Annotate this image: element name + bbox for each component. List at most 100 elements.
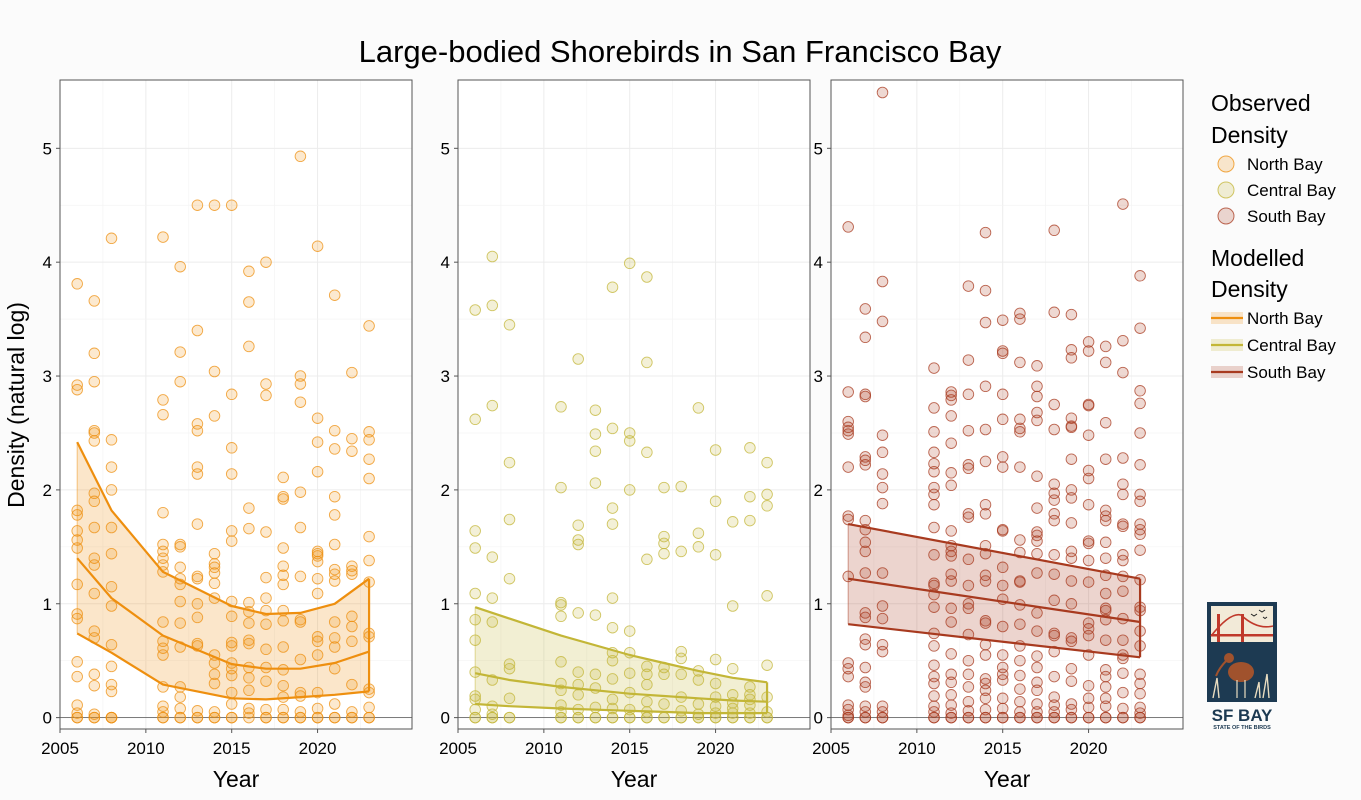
observed-point bbox=[243, 617, 255, 629]
observed-point bbox=[1082, 576, 1095, 588]
observed-point bbox=[589, 701, 602, 714]
observed-point bbox=[88, 487, 101, 500]
logo-bridge-deck bbox=[1211, 634, 1273, 637]
observed-point bbox=[761, 488, 773, 501]
observed-points bbox=[469, 250, 773, 724]
observed-point bbox=[1065, 703, 1078, 716]
observed-point bbox=[606, 654, 619, 667]
observed-point bbox=[1048, 398, 1060, 411]
observed-point bbox=[876, 275, 889, 288]
observed-point bbox=[859, 711, 872, 724]
observed-point bbox=[876, 612, 889, 625]
observed-point bbox=[486, 250, 499, 263]
observed-point bbox=[260, 378, 272, 390]
observed-point bbox=[71, 379, 83, 391]
observed-point bbox=[105, 547, 118, 560]
observed-point bbox=[105, 638, 118, 651]
observed-point bbox=[744, 681, 756, 693]
observed-point bbox=[1048, 549, 1060, 561]
observed-point bbox=[842, 424, 854, 437]
observed-point bbox=[260, 675, 272, 687]
observed-point bbox=[191, 518, 204, 530]
observed-point bbox=[876, 497, 889, 510]
observed-point bbox=[346, 445, 358, 457]
observed-point bbox=[1082, 537, 1095, 550]
observed-point bbox=[174, 617, 186, 629]
observed-point bbox=[191, 468, 204, 480]
observed-point bbox=[328, 641, 341, 653]
observed-point bbox=[1099, 510, 1112, 522]
observed-point bbox=[1099, 700, 1112, 712]
observed-point bbox=[260, 643, 272, 656]
x-tick-label: 2005 bbox=[41, 739, 79, 758]
observed-point bbox=[294, 378, 307, 390]
observed-point bbox=[311, 635, 324, 648]
observed-point bbox=[503, 456, 516, 469]
observed-point bbox=[996, 388, 1009, 401]
observed-point bbox=[1134, 523, 1146, 536]
y-tick-label: 1 bbox=[441, 595, 450, 614]
observed-point bbox=[486, 616, 499, 628]
sf-bay-logo: SF BAY STATE OF THE BIRDS bbox=[1207, 602, 1277, 731]
observed-point bbox=[191, 711, 204, 724]
observed-point bbox=[1014, 683, 1026, 695]
observed-point bbox=[469, 587, 481, 600]
observed-point bbox=[469, 711, 481, 724]
observed-point bbox=[363, 434, 375, 446]
observed-point bbox=[294, 150, 307, 163]
observed-point bbox=[328, 711, 341, 724]
observed-point bbox=[1082, 554, 1095, 567]
observed-point bbox=[962, 695, 975, 708]
observed-point bbox=[346, 366, 358, 379]
observed-point bbox=[606, 502, 619, 514]
observed-point bbox=[328, 490, 341, 503]
observed-point bbox=[243, 711, 255, 724]
observed-point bbox=[469, 413, 481, 426]
observed-point bbox=[174, 561, 186, 574]
observed-point bbox=[658, 547, 670, 560]
observed-point bbox=[979, 498, 992, 511]
legend-observed-label: South Bay bbox=[1247, 207, 1326, 226]
observed-point bbox=[503, 319, 516, 331]
observed-point bbox=[71, 699, 83, 711]
observed-point bbox=[1065, 352, 1078, 364]
observed-point bbox=[996, 620, 1009, 633]
observed-point bbox=[208, 677, 221, 690]
observed-point bbox=[71, 711, 83, 724]
observed-point bbox=[996, 692, 1009, 705]
observed-point bbox=[962, 424, 975, 437]
y-tick-label: 3 bbox=[43, 367, 52, 386]
observed-point bbox=[1117, 478, 1129, 490]
observed-point bbox=[928, 690, 940, 702]
observed-point bbox=[1031, 607, 1043, 619]
observed-point bbox=[311, 587, 324, 600]
observed-point bbox=[945, 386, 957, 398]
observed-point bbox=[928, 659, 940, 671]
observed-point bbox=[606, 518, 619, 530]
observed-point bbox=[928, 488, 940, 501]
observed-point bbox=[979, 423, 992, 436]
logo-shorebird-legs bbox=[1236, 680, 1246, 698]
observed-point bbox=[243, 340, 255, 353]
observed-point bbox=[363, 530, 375, 543]
observed-point bbox=[928, 711, 940, 724]
lower-bound-line bbox=[76, 632, 370, 701]
observed-point bbox=[996, 451, 1009, 463]
observed-point bbox=[1048, 629, 1060, 642]
observed-point bbox=[761, 590, 773, 602]
y-tick-label: 5 bbox=[814, 139, 823, 158]
observed-point bbox=[572, 711, 584, 724]
observed-point bbox=[761, 500, 773, 512]
observed-point bbox=[658, 481, 670, 494]
observed-point bbox=[157, 506, 169, 519]
observed-point bbox=[225, 388, 238, 401]
observed-point bbox=[589, 445, 602, 457]
observed-point bbox=[945, 389, 957, 402]
observed-point bbox=[1117, 667, 1129, 679]
observed-point bbox=[675, 668, 687, 681]
observed-point bbox=[174, 260, 186, 273]
plot-background bbox=[60, 80, 412, 729]
legend-modelled-title-line1: Modelled bbox=[1211, 245, 1304, 271]
observed-point bbox=[945, 699, 957, 711]
observed-point bbox=[311, 649, 324, 661]
